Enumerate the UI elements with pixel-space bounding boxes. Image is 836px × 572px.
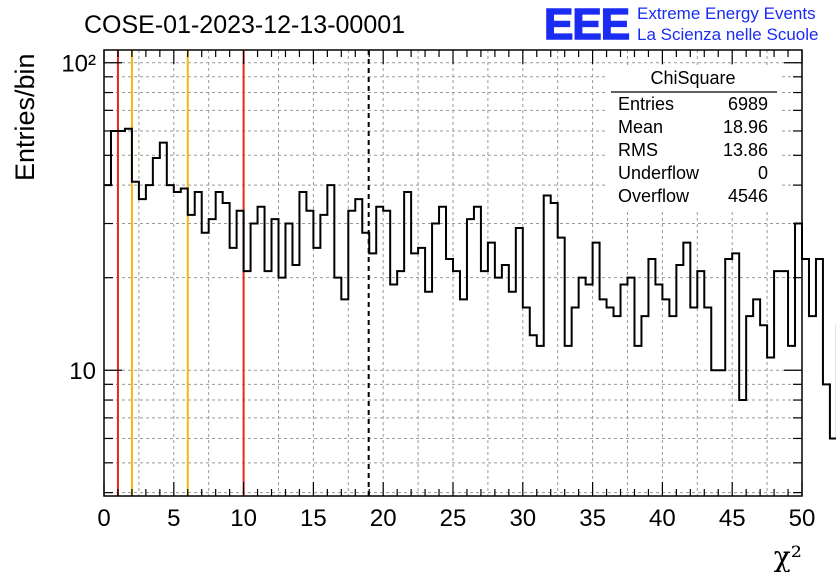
logo-line-2: La Scienza nelle Scuole bbox=[637, 25, 818, 44]
x-tick-label: 20 bbox=[370, 505, 397, 532]
x-tick-label: 40 bbox=[649, 505, 676, 532]
x-tick-label: 15 bbox=[300, 505, 327, 532]
stats-entries-label: Entries bbox=[618, 94, 674, 114]
stats-mean-label: Mean bbox=[618, 117, 663, 137]
stats-rms-value: 13.86 bbox=[723, 140, 768, 160]
eee-logo: EEE Extreme Energy Events La Scienza nel… bbox=[543, 0, 818, 50]
stats-box-background bbox=[607, 65, 779, 211]
x-axis-label: χ² bbox=[774, 540, 802, 572]
y-tick-labels: 10 10² bbox=[61, 51, 96, 386]
stats-rms-label: RMS bbox=[618, 140, 658, 160]
stats-box-title: ChiSquare bbox=[650, 68, 735, 88]
x-tick-label: 5 bbox=[167, 505, 180, 532]
stats-underflow-label: Underflow bbox=[618, 163, 700, 183]
x-tick-label: 30 bbox=[509, 505, 536, 532]
eee-logo-mark: EEE bbox=[544, 0, 629, 49]
stats-underflow-value: 0 bbox=[758, 163, 768, 183]
x-tick-label: 45 bbox=[719, 505, 746, 532]
stats-overflow-label: Overflow bbox=[618, 186, 690, 206]
x-tick-label: 25 bbox=[440, 505, 467, 532]
stats-mean-value: 18.96 bbox=[723, 117, 768, 137]
x-tick-labels: 0 5 10 15 20 25 30 35 40 45 50 bbox=[97, 505, 815, 532]
axis-ticks bbox=[103, 50, 803, 496]
stats-entries-value: 6989 bbox=[728, 94, 768, 114]
y-tick-label: 10² bbox=[61, 51, 96, 78]
x-tick-label: 50 bbox=[789, 505, 816, 532]
stats-box: ChiSquare Entries 6989 Mean 18.96 RMS 13… bbox=[607, 65, 779, 211]
x-tick-label: 0 bbox=[97, 505, 110, 532]
y-axis-label: Entries/bin bbox=[10, 53, 40, 181]
chart-title: COSE-01-2023-12-13-00001 bbox=[84, 11, 405, 39]
stats-overflow-value: 4546 bbox=[728, 186, 768, 206]
x-tick-label: 10 bbox=[230, 505, 257, 532]
reference-lines bbox=[116, 50, 370, 496]
x-tick-label: 35 bbox=[579, 505, 606, 532]
logo-line-1: Extreme Energy Events bbox=[637, 4, 816, 23]
y-tick-label: 10 bbox=[69, 358, 96, 385]
